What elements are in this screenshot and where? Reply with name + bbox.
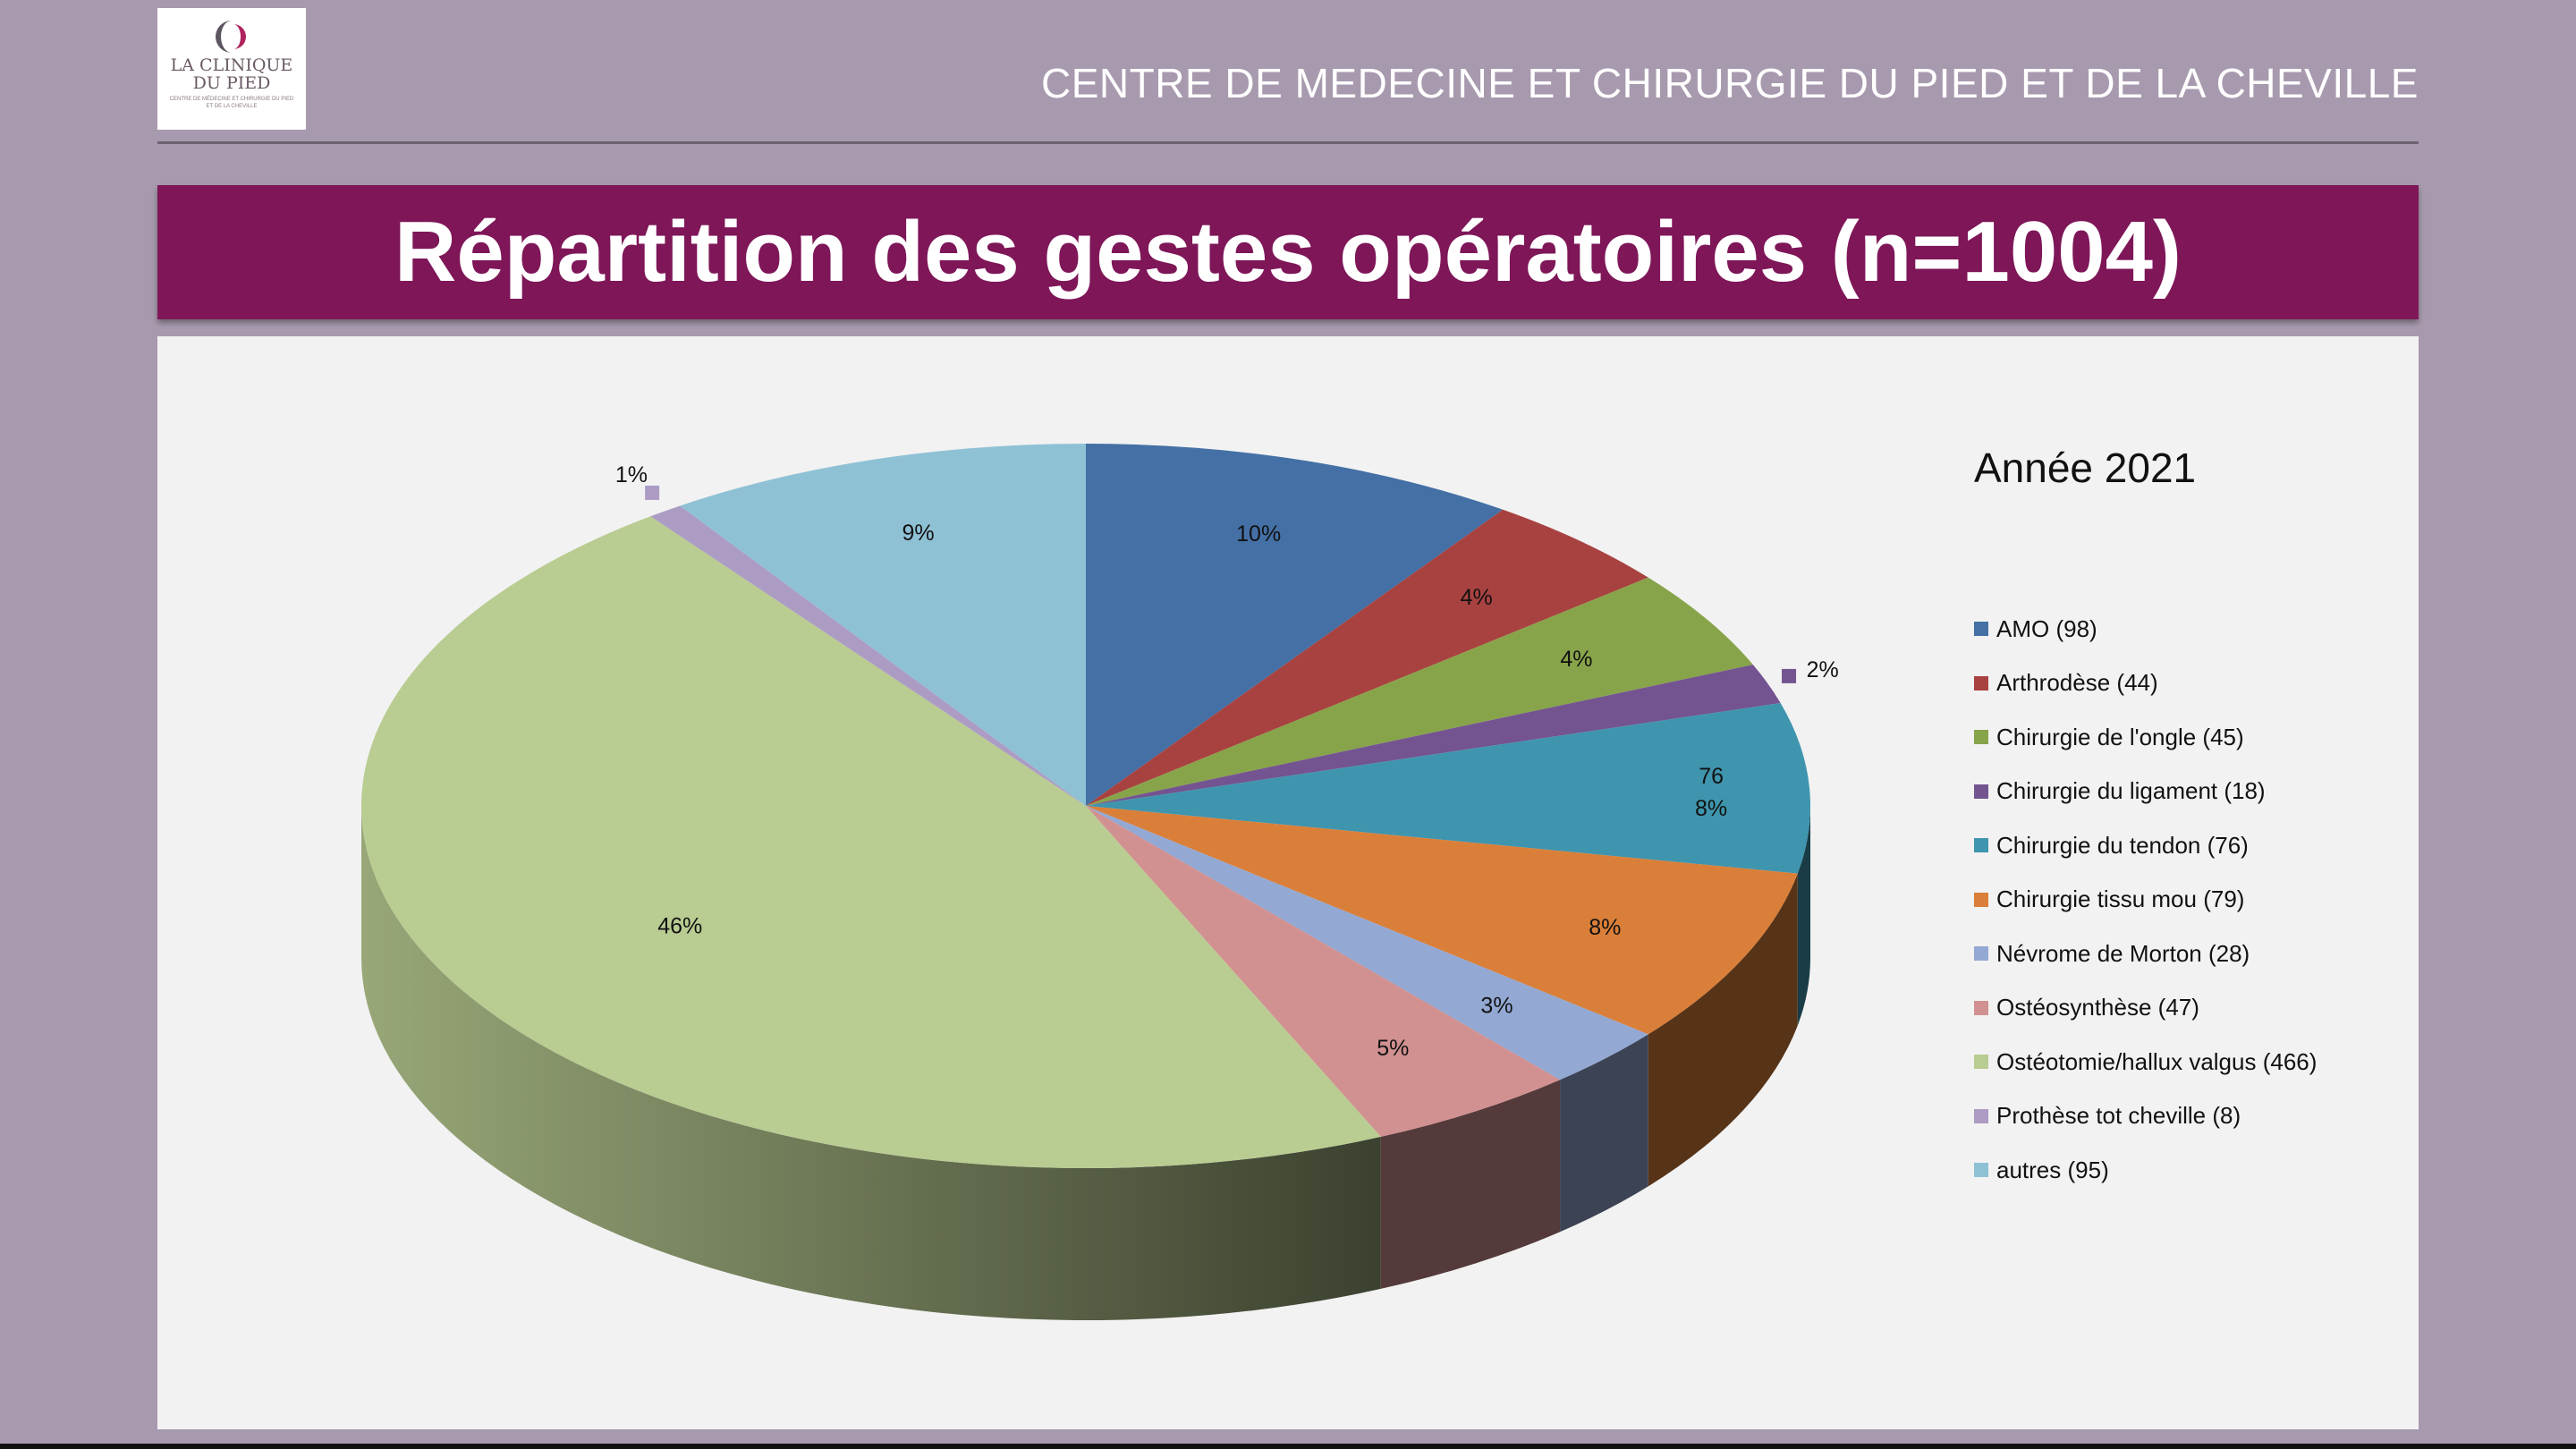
legend-label: Névrome de Morton (28) — [1996, 939, 2250, 967]
data-label-amo: 10% — [1236, 521, 1281, 547]
legend-label: Chirurgie tissu mou (79) — [1996, 886, 2245, 913]
clinic-logo: LA CLINIQUE DU PIED CENTRE DE MÉDECINE E… — [157, 8, 306, 130]
legend-swatch — [1974, 1000, 1988, 1015]
bottom-strip — [0, 1444, 2576, 1449]
header-title: CENTRE DE MEDECINE ET CHIRURGIE DU PIED … — [1040, 60, 2419, 106]
pie-chart: 10% 4% 4% 2% 76 8% 8% 3% 5% 46% 1% 9% — [360, 444, 1839, 1320]
data-label-autres: 9% — [902, 521, 935, 546]
legend-swatch — [1974, 1163, 1988, 1178]
pie-slice-chirurgie-de-l-ongle — [1086, 577, 1753, 806]
data-label-chirurgie-de-l-ongle: 4% — [1560, 647, 1592, 672]
logo-line-1: LA CLINIQUE — [170, 55, 293, 75]
pie-wall-chirurgie-du-tendon — [1797, 806, 1811, 1026]
legend-swatch — [1974, 892, 1988, 907]
legend-swatch — [1974, 784, 1988, 799]
pie-slice-chirurgie-du-ligament — [1086, 665, 1781, 806]
pie-slice-chirurgie-du-tendon — [1086, 703, 1810, 874]
data-label-chirurgie-du-ligament: 2% — [1807, 657, 1839, 682]
legend-item-arthrodese: Arthrodèse (44) — [1974, 657, 2317, 711]
legend-label: Ostéotomie/hallux valgus (466) — [1996, 1047, 2318, 1075]
pie-slice-autres — [680, 444, 1086, 806]
legend-label: Chirurgie du tendon (76) — [1996, 831, 2249, 859]
legend-label: autres (95) — [1996, 1156, 2109, 1183]
data-label-chirurgie-du-tendon-pct: 8% — [1695, 796, 1727, 821]
pie-wall-nevrome-de-morton — [1560, 1034, 1648, 1233]
legend-label: Chirurgie de l'ongle (45) — [1996, 723, 2244, 750]
legend-item-chirurgie-de-l-ongle: Chirurgie de l'ongle (45) — [1974, 710, 2317, 765]
header-divider — [157, 141, 2419, 144]
legend-item-nevrome-de-morton: Névrome de Morton (28) — [1974, 927, 2317, 981]
legend-swatch — [1974, 730, 1988, 745]
legend-swatch — [1974, 838, 1988, 853]
pie-wall-chirurgie-tissu-mou — [1648, 873, 1798, 1187]
legend-item-chirurgie-du-tendon: Chirurgie du tendon (76) — [1974, 818, 2317, 873]
legend-item-prothese-tot-cheville: Prothèse tot cheville (8) — [1974, 1089, 2317, 1144]
legend-label: Prothèse tot cheville (8) — [1996, 1102, 2241, 1130]
legend-swatch — [1974, 675, 1988, 691]
pie-slice-arthrodese — [1086, 509, 1648, 806]
chart-title: Année 2021 — [1974, 445, 2197, 491]
pie-wall-osteosynthese — [1380, 1080, 1561, 1289]
legend-swatch — [1974, 1055, 1988, 1070]
legend-item-osteosynthese: Ostéosynthèse (47) — [1974, 981, 2317, 1036]
legend-label: Chirurgie du ligament (18) — [1996, 777, 2266, 805]
legend-swatch — [1974, 946, 1988, 962]
legend-label: AMO (98) — [1996, 614, 2097, 642]
pie-slice-prothese-tot-cheville — [650, 505, 1086, 806]
pie-slice-chirurgie-tissu-mou — [1086, 806, 1798, 1035]
data-label-chirurgie-tissu-mou: 8% — [1589, 915, 1621, 940]
legend-item-amo: AMO (98) — [1974, 602, 2317, 657]
data-label-prothese-tot-cheville: 1% — [615, 462, 648, 487]
data-marker-prothese-tot-cheville — [645, 485, 660, 500]
legend-item-autres: autres (95) — [1974, 1143, 2317, 1198]
legend-label: Arthrodèse (44) — [1996, 669, 2158, 697]
legend-item-chirurgie-tissu-mou: Chirurgie tissu mou (79) — [1974, 873, 2317, 928]
legend-item-osteotomie-hallux-valgus: Ostéotomie/hallux valgus (466) — [1974, 1035, 2317, 1089]
data-marker-chirurgie-du-ligament — [1782, 668, 1797, 683]
legend-swatch — [1974, 622, 1988, 637]
logo-icon — [216, 21, 246, 53]
chart-legend: AMO (98) Arthrodèse (44) Chirurgie de l'on… — [1974, 602, 2317, 1198]
legend-label: Ostéosynthèse (47) — [1996, 994, 2199, 1021]
pie-slice-amo — [1086, 444, 1504, 806]
data-label-nevrome-de-morton: 3% — [1480, 994, 1513, 1019]
data-label-chirurgie-du-tendon: 76 — [1699, 764, 1724, 789]
slide-title: Répartition des gestes opératoires (n=10… — [394, 204, 2182, 300]
pie-slice-osteosynthese — [1086, 806, 1561, 1137]
data-label-arthrodese: 4% — [1461, 585, 1493, 610]
legend-item-chirurgie-du-ligament: Chirurgie du ligament (18) — [1974, 765, 2317, 819]
legend-swatch — [1974, 1108, 1988, 1123]
chart-panel: 10% 4% 4% 2% 76 8% 8% 3% 5% 46% 1% 9% Année 2021 AM… — [157, 336, 2419, 1429]
pie-wall-osteotomie-hallux-valgus — [361, 806, 1381, 1320]
pie-slice-osteotomie-hallux-valgus — [360, 516, 1381, 1169]
logo-subtitle: CENTRE DE MÉDECINE ET CHIRURGIE DU PIED … — [169, 97, 294, 109]
data-label-osteotomie-hallux-valgus: 46% — [657, 914, 702, 939]
logo-line-2: DU PIED — [192, 73, 271, 93]
data-label-osteosynthese: 5% — [1377, 1036, 1409, 1061]
pie-slice-nevrome-de-morton — [1086, 806, 1648, 1080]
slide-title-bar: Répartition des gestes opératoires (n=10… — [157, 185, 2419, 319]
